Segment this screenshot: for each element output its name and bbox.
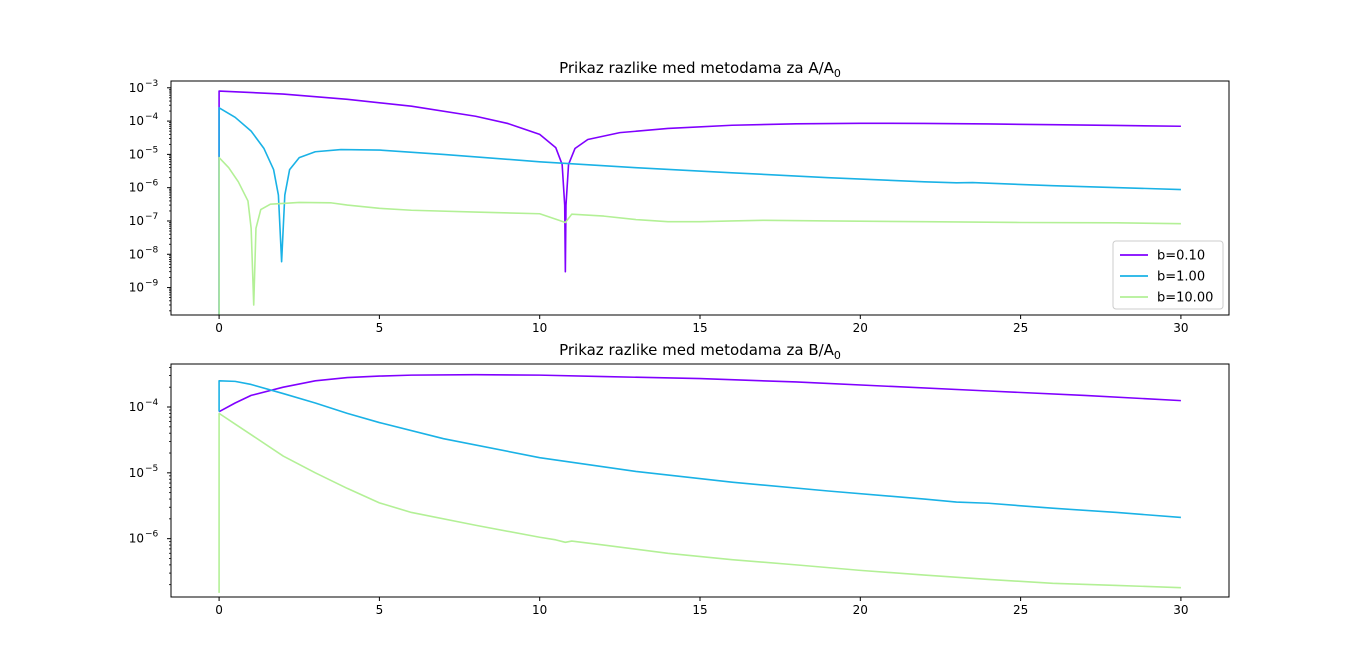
x-tick-label: 25 [1013,321,1028,335]
y-tick-label-exponent: −4 [145,112,159,122]
y-tick-label: 10 [129,214,144,228]
subplot-b-series-line-1 [218,380,1181,519]
subplot-a-yticks: 10−910−810−710−610−510−410−3 [129,79,171,312]
y-tick-label-exponent: −7 [145,212,158,222]
subplot-a-series-line-2 [218,156,1181,315]
y-tick-label-exponent: −4 [145,398,159,408]
x-tick-label: 25 [1013,603,1028,617]
x-tick-label: 30 [1173,321,1188,335]
legend-label: b=10.00 [1157,291,1213,306]
x-tick-label: 30 [1173,603,1188,617]
subplot-a-series-line-0 [218,90,1181,315]
y-tick-label-exponent: −5 [145,464,158,474]
y-tick-label-exponent: −5 [145,145,158,155]
subplot-b-series-line-2 [218,412,1181,593]
y-tick-label-exponent: −6 [145,179,159,189]
y-tick-label-exponent: −6 [145,530,159,540]
x-tick-label: 10 [532,603,547,617]
subplot-a-xticks: 0 5 10 15 20 25 30 [215,315,1189,335]
subplot-b-lines [218,373,1181,593]
x-tick-label: 20 [853,321,868,335]
subplot-b: Prikaz razlike med metodama za B/A0 0 5 10… [129,341,1230,617]
x-tick-label: 0 [215,603,223,617]
x-tick-label: 20 [853,603,868,617]
subplot-a-title: Prikaz razlike med metodama za A/A0 [559,59,841,80]
y-tick-label: 10 [129,281,144,295]
y-tick-label: 10 [129,532,144,546]
y-tick-label: 10 [129,247,144,261]
y-tick-label: 10 [129,114,144,128]
subplot-a-title-subscript: 0 [834,67,841,80]
x-tick-label: 15 [692,321,707,335]
legend-label: b=0.10 [1157,249,1205,264]
subplot-b-yticks: 10−610−510−4 [129,366,171,586]
y-tick-label: 10 [129,181,144,195]
subplot-a-series-line-1 [218,107,1181,315]
subplot-b-xticks: 0 5 10 15 20 25 30 [215,597,1189,617]
x-tick-label: 15 [692,603,707,617]
y-tick-label: 10 [129,466,144,480]
subplot-a: Prikaz razlike med metodama za A/A0 0 5 10… [129,59,1230,335]
y-tick-label-exponent: −9 [145,279,159,289]
subplot-b-title-subscript: 0 [834,349,841,362]
subplot-a-legend: b=0.10 b=1.00 b=10.00 [1112,240,1224,310]
x-tick-label: 10 [532,321,547,335]
y-tick-label-exponent: −8 [145,245,159,255]
y-tick-label: 10 [129,400,144,414]
x-tick-label: 5 [376,603,384,617]
subplot-b-title: Prikaz razlike med metodama za B/A0 [559,341,841,362]
x-tick-label: 0 [215,321,223,335]
legend-box [1112,240,1224,310]
y-tick-label-exponent: −3 [145,79,158,89]
subplot-a-lines [218,90,1181,315]
legend-label: b=1.00 [1157,270,1205,285]
y-tick-label: 10 [129,147,144,161]
x-tick-label: 5 [376,321,384,335]
y-tick-label: 10 [129,81,144,95]
